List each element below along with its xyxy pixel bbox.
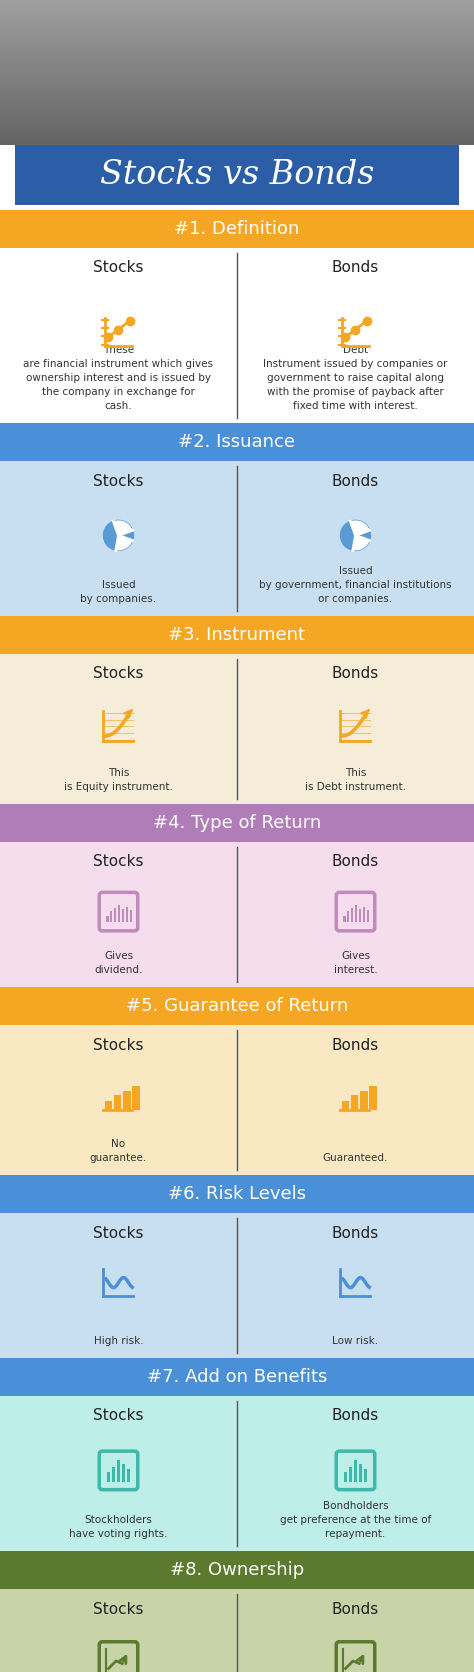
Text: Stocks: Stocks xyxy=(93,1226,144,1241)
Bar xyxy=(0,247,474,423)
Text: These
are financial instrument which gives
ownership interest and is issued by
t: These are financial instrument which giv… xyxy=(24,344,213,411)
Bar xyxy=(363,906,365,921)
Text: #4. Type of Return: #4. Type of Return xyxy=(153,814,321,833)
Bar xyxy=(359,910,361,921)
Bar xyxy=(0,843,474,986)
Bar xyxy=(117,1460,120,1481)
Wedge shape xyxy=(353,535,370,550)
Text: #2. Issuance: #2. Issuance xyxy=(179,433,295,451)
Text: Stocks: Stocks xyxy=(93,261,144,276)
Bar xyxy=(0,211,474,247)
Text: Stocks: Stocks xyxy=(93,1408,144,1423)
Bar xyxy=(123,1090,131,1110)
Bar xyxy=(0,1212,474,1358)
Text: Bonds: Bonds xyxy=(332,261,379,276)
Bar xyxy=(127,1470,130,1481)
Text: This
is Debt instrument.: This is Debt instrument. xyxy=(305,767,406,793)
Text: Bonds: Bonds xyxy=(332,667,379,682)
Bar xyxy=(0,423,474,461)
Bar xyxy=(0,986,474,1025)
Text: Bondholders
get preference at the time of
repayment.: Bondholders get preference at the time o… xyxy=(280,1501,431,1538)
Bar xyxy=(355,905,357,921)
Bar xyxy=(122,910,124,921)
Bar xyxy=(0,615,474,654)
Bar xyxy=(366,910,369,921)
Bar xyxy=(110,911,112,921)
Text: Bonds: Bonds xyxy=(332,1226,379,1241)
Text: Stocks: Stocks xyxy=(93,473,144,488)
Bar xyxy=(349,1466,352,1481)
Bar xyxy=(133,1085,140,1110)
Bar xyxy=(370,1085,377,1110)
Bar xyxy=(114,1095,121,1110)
Text: Stocks vs Bonds: Stocks vs Bonds xyxy=(100,159,374,191)
Bar xyxy=(364,1470,367,1481)
Bar xyxy=(0,654,474,804)
Wedge shape xyxy=(350,520,370,535)
Bar xyxy=(343,916,346,921)
Bar xyxy=(122,1463,125,1481)
Bar xyxy=(0,0,474,145)
Text: Bonds: Bonds xyxy=(332,1038,379,1052)
Text: #3. Instrument: #3. Instrument xyxy=(168,625,306,644)
Text: Issued
by government, financial institutions
or companies.: Issued by government, financial institut… xyxy=(259,567,452,604)
Bar xyxy=(0,1552,474,1588)
Bar xyxy=(105,1102,112,1110)
Text: Bonds: Bonds xyxy=(332,1602,379,1617)
Text: Stockholders
have voting rights.: Stockholders have voting rights. xyxy=(69,1515,168,1538)
Bar xyxy=(129,910,132,921)
Text: #8. Ownership: #8. Ownership xyxy=(170,1562,304,1578)
Bar xyxy=(106,916,109,921)
Text: Stocks: Stocks xyxy=(93,854,144,869)
Text: #5. Guarantee of Return: #5. Guarantee of Return xyxy=(126,997,348,1015)
Text: Issued
by companies.: Issued by companies. xyxy=(81,580,156,604)
Wedge shape xyxy=(116,535,133,550)
Bar xyxy=(112,1466,115,1481)
Circle shape xyxy=(103,520,134,550)
Text: Stocks: Stocks xyxy=(93,1038,144,1052)
Text: Gives
interest.: Gives interest. xyxy=(334,951,377,975)
Bar xyxy=(344,1471,347,1481)
Bar xyxy=(351,1095,358,1110)
Bar xyxy=(126,906,128,921)
Text: Bonds: Bonds xyxy=(332,1408,379,1423)
Bar xyxy=(360,1090,368,1110)
Bar xyxy=(0,461,474,615)
Text: Gives
dividend.: Gives dividend. xyxy=(94,951,143,975)
Bar xyxy=(114,908,117,921)
Bar xyxy=(0,1025,474,1175)
Bar xyxy=(107,1471,110,1481)
Text: Stocks: Stocks xyxy=(93,1602,144,1617)
Text: Debt
Instrument issued by companies or
government to raise capital along
with th: Debt Instrument issued by companies or g… xyxy=(264,344,447,411)
Bar xyxy=(15,145,459,206)
Bar xyxy=(118,905,120,921)
Bar xyxy=(0,1175,474,1212)
Bar xyxy=(359,1463,362,1481)
Bar xyxy=(0,1588,474,1672)
Text: High risk.: High risk. xyxy=(94,1336,143,1346)
Bar xyxy=(342,1102,349,1110)
Bar xyxy=(354,1460,357,1481)
Text: No
guarantee.: No guarantee. xyxy=(90,1139,147,1164)
Text: Stocks: Stocks xyxy=(93,667,144,682)
Circle shape xyxy=(340,520,371,550)
Bar xyxy=(0,804,474,843)
Text: Guaranteed.: Guaranteed. xyxy=(323,1154,388,1164)
Text: #7. Add on Benefits: #7. Add on Benefits xyxy=(147,1368,327,1386)
Bar xyxy=(347,911,349,921)
Text: This
is Equity instrument.: This is Equity instrument. xyxy=(64,767,173,793)
Text: Bonds: Bonds xyxy=(332,473,379,488)
Text: #1. Definition: #1. Definition xyxy=(174,221,300,237)
Bar xyxy=(0,1358,474,1396)
Wedge shape xyxy=(113,520,133,535)
Text: Bonds: Bonds xyxy=(332,854,379,869)
Text: #6. Risk Levels: #6. Risk Levels xyxy=(168,1185,306,1202)
Bar xyxy=(0,1396,474,1552)
Bar xyxy=(351,908,354,921)
Text: Low risk.: Low risk. xyxy=(332,1336,379,1346)
